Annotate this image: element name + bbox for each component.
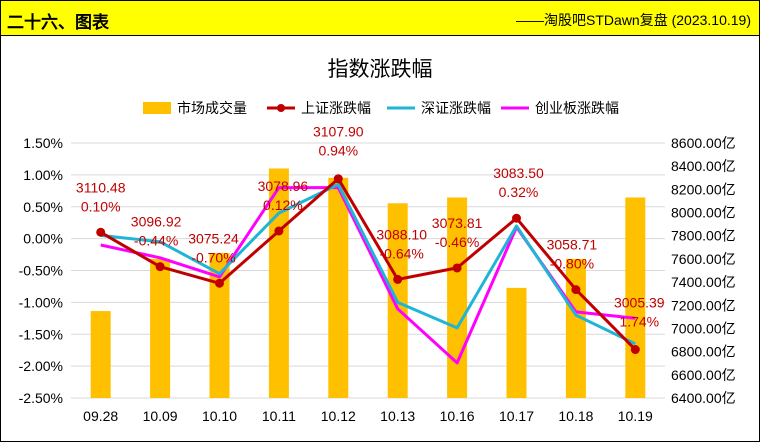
series-point-shanghai (512, 213, 521, 223)
right-axis-tick: 7400.00亿 (671, 274, 736, 290)
series-point-shanghai (215, 278, 224, 288)
series-point-shanghai (155, 262, 165, 272)
x-axis-tick: 10.18 (558, 408, 593, 424)
series-point-shanghai (571, 285, 581, 295)
volume-bar (209, 253, 230, 398)
data-label-level: 3058.71 (547, 237, 598, 253)
x-axis-tick: 10.09 (143, 408, 178, 424)
data-label-pct: -0.46% (435, 234, 479, 250)
left-axis-tick: 1.50% (23, 135, 63, 151)
data-label-pct: 0.10% (81, 198, 121, 214)
data-label-level: 3088.10 (376, 226, 427, 242)
data-label-pct: -0.70% (191, 249, 235, 265)
right-axis-tick: 6400.00亿 (671, 390, 736, 406)
right-axis-tick: 8000.00亿 (671, 205, 736, 221)
chart-title: 指数涨跌幅 (328, 58, 433, 81)
data-label-pct: 1.74% (619, 314, 659, 330)
legend-label-series-1: 上证涨跌幅 (301, 100, 371, 116)
legend-label-volume: 市场成交量 (177, 100, 247, 116)
right-axis-tick: 6600.00亿 (671, 367, 736, 383)
data-label-level: 3073.81 (432, 215, 483, 231)
data-label-pct: 0.32% (499, 184, 539, 200)
data-label-level: 3078.96 (258, 178, 309, 194)
left-axis-tick: 1.00% (23, 167, 63, 183)
x-axis-tick: 10.19 (618, 408, 653, 424)
data-label-pct: -0.64% (380, 245, 424, 261)
x-axis-tick: 09.28 (83, 408, 118, 424)
right-axis-tick: 8600.00亿 (671, 135, 736, 151)
left-axis-tick: 0.50% (23, 199, 63, 215)
volume-bar (90, 311, 111, 398)
legend-label-series-2: 深证涨跌幅 (421, 100, 491, 116)
legend-label-series-3: 创业板涨跌幅 (535, 100, 619, 116)
section-title: 二十六、图表 (7, 13, 109, 32)
data-label-level: 3075.24 (188, 230, 239, 246)
left-axis-tick: -1.50% (19, 326, 63, 342)
volume-bar (506, 287, 527, 398)
left-axis-tick: -1.00% (19, 294, 63, 310)
volume-bar (328, 177, 349, 398)
volume-bar (625, 197, 646, 398)
series-point-shanghai (630, 345, 640, 355)
data-label-level: 3096.92 (131, 214, 182, 230)
right-axis-tick: 6800.00亿 (671, 344, 736, 360)
series-point-shanghai (393, 274, 403, 284)
series-point-shanghai (96, 227, 106, 237)
left-axis-tick: -0.50% (19, 263, 63, 279)
x-axis-tick: 10.13 (380, 408, 415, 424)
left-axis-tick: 0.00% (23, 231, 63, 247)
data-label-pct: -0.80% (550, 256, 594, 272)
x-axis-tick: 10.12 (321, 408, 356, 424)
x-axis-tick: 10.16 (440, 408, 475, 424)
series-line-0 (99, 177, 637, 351)
right-axis-tick: 7200.00亿 (671, 297, 736, 313)
data-label-level: 3107.90 (313, 124, 364, 140)
right-axis-tick: 8200.00亿 (671, 181, 736, 197)
x-axis-tick: 10.11 (262, 408, 296, 424)
data-label-pct: -0.44% (134, 233, 178, 249)
data-label-pct: 0.94% (318, 143, 358, 159)
series-point-shanghai (274, 226, 284, 236)
volume-bar (150, 258, 171, 398)
left-axis-tick: -2.00% (19, 358, 63, 374)
left-axis-tick: -2.50% (19, 390, 63, 406)
right-axis-tick: 7600.00亿 (671, 251, 736, 267)
data-label-pct: 0.12% (263, 197, 303, 213)
series-point-shanghai (333, 174, 343, 184)
series-line-1 (100, 182, 636, 346)
data-label-level: 3083.50 (493, 165, 544, 181)
data-label-level: 3005.39 (614, 295, 665, 311)
right-axis-tick: 7800.00亿 (671, 228, 736, 244)
x-axis-tick: 10.10 (202, 408, 237, 424)
series-point-shanghai (452, 263, 462, 273)
x-axis-tick: 10.17 (499, 408, 534, 424)
data-label-level: 3110.48 (76, 179, 126, 195)
source-credit: ——淘股吧STDawn复盘 (2023.10.19) (516, 12, 751, 28)
header-bar: 二十六、图表 ——淘股吧STDawn复盘 (2023.10.19) (1, 1, 759, 36)
right-axis-tick: 8400.00亿 (671, 158, 736, 174)
legend-swatch-volume (143, 102, 171, 114)
legend-marker-series-1 (277, 104, 285, 112)
right-axis-tick: 7000.00亿 (671, 320, 736, 336)
